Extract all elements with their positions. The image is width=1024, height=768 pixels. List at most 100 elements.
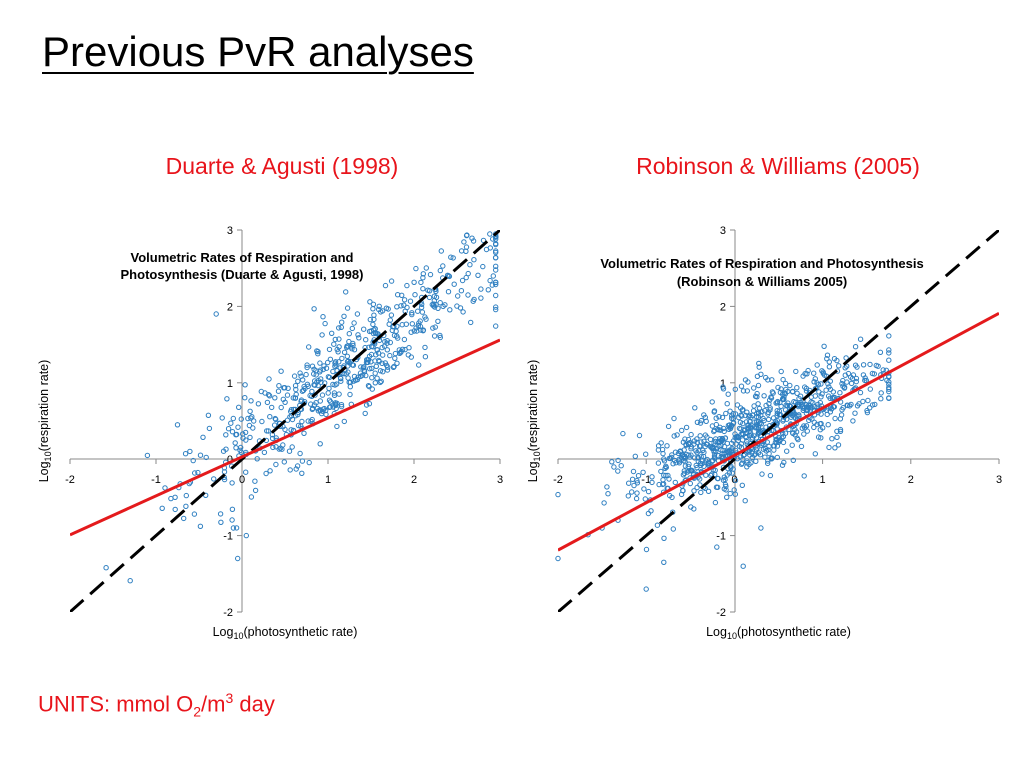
data-point (341, 349, 348, 355)
data-point (853, 378, 859, 385)
data-point (625, 493, 631, 499)
data-point (412, 292, 418, 298)
data-point (780, 391, 786, 397)
data-point (384, 362, 390, 369)
data-point (493, 267, 499, 273)
y-tick-label: 0 (227, 454, 233, 466)
data-point (702, 443, 708, 450)
data-point (344, 353, 350, 359)
data-point (814, 362, 820, 368)
data-point (780, 376, 786, 383)
data-point (707, 443, 714, 450)
data-point (722, 435, 728, 441)
data-point (763, 402, 769, 409)
data-point (458, 248, 465, 254)
data-point (712, 499, 719, 506)
data-point (358, 373, 364, 379)
data-point (878, 396, 884, 402)
data-point (265, 428, 272, 434)
data-point (318, 376, 324, 382)
data-point (278, 404, 284, 411)
data-point (852, 344, 859, 350)
data-point (767, 472, 774, 479)
data-point (483, 246, 490, 253)
data-point (774, 454, 780, 461)
data-point (643, 586, 649, 592)
data-point (666, 476, 672, 482)
data-point (276, 383, 282, 389)
data-point (717, 436, 723, 442)
data-point (338, 403, 345, 410)
data-point (398, 303, 404, 309)
data-point (430, 325, 436, 331)
data-point (661, 535, 667, 541)
data-point (660, 481, 667, 487)
data-point (363, 402, 370, 408)
data-point (362, 410, 368, 417)
data-point (354, 311, 361, 317)
data-point (798, 443, 805, 450)
y-axis-label: Log10(respiration rate) (526, 360, 542, 483)
data-point (824, 352, 831, 358)
data-point (248, 494, 255, 500)
data-point (460, 309, 466, 315)
data-point (317, 360, 323, 366)
data-point (407, 298, 414, 304)
data-point (730, 415, 737, 422)
data-point (777, 438, 783, 444)
data-point (366, 401, 373, 407)
data-point (485, 287, 491, 293)
data-point (661, 458, 668, 464)
one-to-one-line (558, 230, 999, 612)
y-tick-label: -2 (223, 607, 233, 619)
data-point (394, 360, 400, 366)
one-to-one-line (70, 230, 500, 612)
data-point (725, 391, 731, 397)
data-point (357, 370, 364, 376)
data-point (480, 263, 486, 270)
data-point (670, 526, 676, 532)
chart-title-line1: Volumetric Rates of Respiration and (131, 250, 354, 265)
data-point (701, 449, 707, 456)
data-point (242, 382, 248, 388)
data-point (299, 470, 305, 476)
data-point (270, 444, 276, 451)
data-point (886, 347, 892, 353)
data-point (740, 388, 747, 394)
data-point (867, 405, 873, 411)
data-point (289, 444, 295, 450)
data-point (206, 425, 213, 432)
data-point (237, 447, 243, 453)
data-point (780, 430, 786, 437)
data-point (355, 374, 361, 380)
data-point (343, 289, 349, 295)
data-point (435, 318, 441, 324)
data-point (493, 292, 499, 299)
data-point (756, 405, 763, 412)
data-point (837, 428, 844, 434)
data-point (618, 463, 624, 469)
data-point (720, 384, 726, 390)
data-point (162, 485, 168, 491)
data-point (459, 277, 466, 284)
data-point (330, 368, 336, 375)
data-point (419, 309, 426, 315)
data-point (635, 473, 642, 479)
data-point (715, 484, 721, 490)
data-point (555, 555, 561, 562)
data-point (748, 460, 754, 466)
data-point (423, 265, 429, 271)
data-point (738, 461, 745, 467)
x-tick-label: 2 (411, 474, 417, 486)
data-point (800, 405, 807, 412)
data-point (213, 311, 219, 317)
data-point (714, 544, 720, 550)
data-point (370, 321, 376, 328)
data-point (182, 451, 189, 457)
data-point (695, 454, 701, 461)
data-point (291, 373, 298, 379)
data-point (755, 431, 761, 437)
data-point (191, 511, 198, 517)
x-axis-label: Log10(photosynthetic rate) (213, 625, 358, 641)
data-point (800, 373, 806, 379)
